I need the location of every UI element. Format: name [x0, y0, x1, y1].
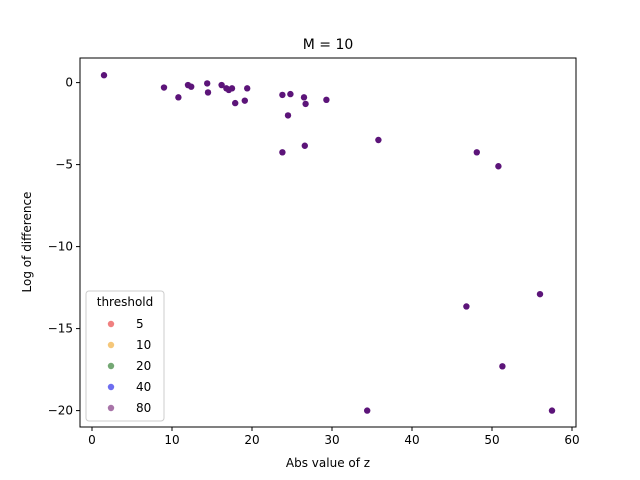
data-point — [228, 85, 236, 92]
x-tick-label: 20 — [244, 433, 259, 447]
legend-label: 20 — [136, 359, 151, 373]
legend-title: threshold — [97, 295, 154, 309]
data-point — [204, 89, 212, 96]
y-tick-label: −10 — [48, 240, 73, 254]
data-point — [536, 290, 544, 298]
data-point — [188, 83, 195, 90]
data-point — [495, 163, 502, 170]
x-tick-label: 40 — [404, 433, 419, 447]
data-point — [279, 149, 286, 156]
plot-area-frame — [79, 57, 577, 428]
y-tick-label: −5 — [55, 158, 73, 172]
legend: threshold 5 10 20 40 80 — [85, 290, 165, 422]
data-point — [287, 90, 294, 98]
legend-marker — [107, 362, 115, 370]
data-point — [301, 142, 308, 149]
data-point — [175, 94, 182, 101]
data-point — [499, 363, 506, 370]
y-tick-label: 0 — [65, 76, 73, 90]
y-tick-label: −15 — [48, 322, 73, 336]
data-point — [232, 99, 239, 107]
legend-label: 10 — [136, 338, 151, 352]
x-tick-label: 0 — [88, 433, 96, 447]
legend-entries: 5 10 20 40 80 — [107, 317, 151, 415]
legend-marker — [107, 404, 115, 412]
chart-title: M = 10 — [303, 37, 354, 53]
legend-label: 5 — [136, 317, 144, 331]
scatter-points — [100, 72, 556, 414]
data-point — [375, 136, 382, 144]
data-point — [100, 72, 108, 79]
data-point — [204, 80, 211, 87]
x-axis-label: Abs value of z — [286, 456, 370, 470]
x-tick-label: 60 — [564, 433, 579, 447]
x-tick-label: 50 — [484, 433, 499, 447]
data-point — [302, 100, 309, 108]
y-axis-ticks: 0 −5 −10 −15 −20 — [48, 76, 80, 418]
x-tick-label: 10 — [164, 433, 179, 447]
data-point — [279, 91, 286, 99]
y-tick-label: −20 — [48, 404, 73, 418]
data-point — [241, 97, 248, 104]
data-point — [364, 407, 371, 414]
legend-marker — [107, 383, 115, 391]
x-tick-label: 30 — [324, 433, 339, 447]
data-point — [218, 81, 225, 89]
data-point — [548, 407, 556, 414]
data-point — [323, 96, 330, 104]
data-point — [473, 149, 480, 156]
data-point — [284, 112, 292, 119]
data-point — [463, 303, 470, 310]
data-point — [244, 85, 251, 92]
legend-frame — [85, 290, 165, 422]
legend-label: 80 — [136, 401, 151, 415]
data-point — [160, 84, 168, 91]
legend-label: 40 — [136, 380, 151, 394]
legend-marker — [107, 320, 115, 328]
y-axis-label: Log of difference — [20, 192, 34, 293]
data-point — [300, 94, 308, 101]
x-axis-ticks: 0 10 20 30 40 50 60 — [88, 427, 580, 447]
legend-marker — [107, 341, 115, 349]
